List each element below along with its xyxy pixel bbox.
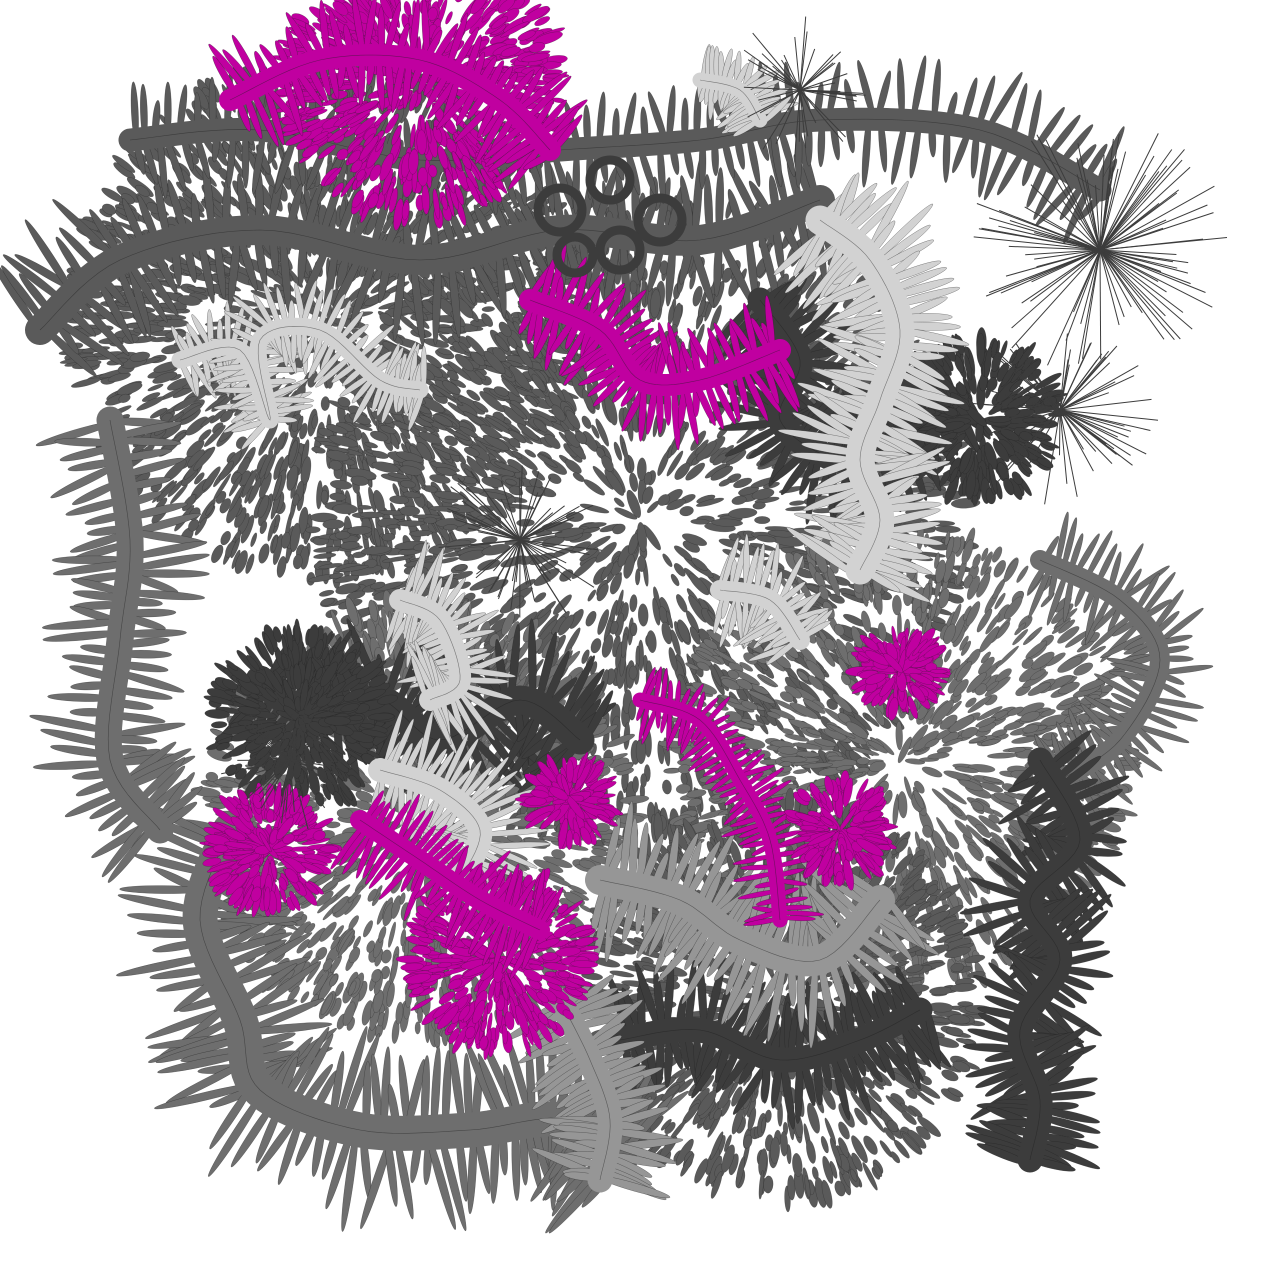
spiky-burst-right — [969, 333, 1159, 505]
light-strand-bottom-drop — [503, 974, 684, 1201]
magenta-blob-center — [514, 751, 624, 850]
magenta-strand-center — [632, 666, 825, 928]
magenta-strand-top — [208, 0, 588, 190]
spiky-burst-left — [221, 691, 355, 830]
pale-gray-strands — [170, 44, 970, 902]
dark-ring-2 — [585, 155, 635, 205]
pale-strand-center-left — [385, 539, 516, 755]
magenta-strand-upper — [518, 244, 801, 451]
spiky-burst-top — [743, 16, 866, 157]
spiky-burst-upper-right — [973, 133, 1228, 366]
dark-ring-3 — [633, 193, 687, 247]
dark-strand-bottom — [607, 958, 952, 1130]
light-gray-strands — [503, 801, 940, 1201]
magenta-blob-right — [845, 625, 952, 721]
dark-ring-loops — [533, 155, 687, 278]
light-strand-lower — [585, 801, 940, 1049]
pale-strand-top — [692, 44, 799, 137]
magenta-blob-left — [199, 781, 343, 918]
pale-strand-right-column — [773, 172, 970, 603]
magenta-strand-lower — [330, 790, 564, 980]
dark-strand-right-tail — [959, 730, 1130, 1173]
magenta-strands — [199, 0, 952, 1061]
pale-strand-upper-left — [170, 280, 429, 450]
pale-strand-center-right — [710, 533, 833, 666]
spiky-burst-center — [438, 465, 602, 618]
dark-ring-5 — [552, 232, 598, 278]
strand-left-edge — [29, 406, 210, 883]
spiky-line-bursts — [221, 16, 1228, 830]
magenta-blob-center-right — [780, 770, 899, 891]
dark-ring-4 — [595, 225, 645, 275]
dark-ring-1 — [533, 183, 587, 237]
